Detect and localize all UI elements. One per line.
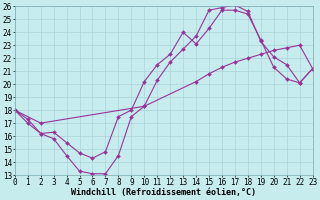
X-axis label: Windchill (Refroidissement éolien,°C): Windchill (Refroidissement éolien,°C) bbox=[71, 188, 256, 197]
